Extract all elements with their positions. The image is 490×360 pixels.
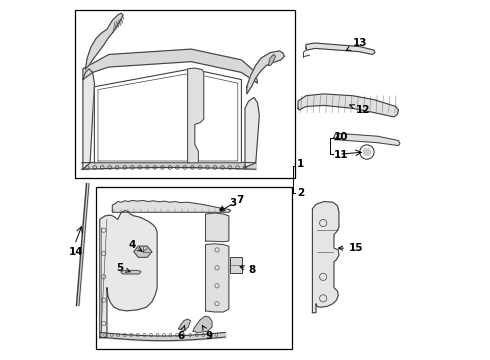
Bar: [230, 257, 243, 273]
Text: 8: 8: [240, 265, 256, 275]
Polygon shape: [306, 43, 375, 54]
Polygon shape: [85, 13, 123, 69]
Text: 7: 7: [220, 195, 244, 211]
Polygon shape: [100, 211, 157, 338]
Text: 9: 9: [202, 326, 213, 341]
Polygon shape: [269, 54, 275, 65]
Text: 3: 3: [220, 198, 236, 210]
Polygon shape: [179, 319, 191, 330]
Text: 2: 2: [297, 188, 304, 198]
Polygon shape: [193, 316, 212, 332]
Polygon shape: [205, 244, 229, 312]
Text: 1: 1: [297, 159, 304, 169]
Polygon shape: [188, 68, 204, 163]
Polygon shape: [245, 98, 259, 167]
Text: 6: 6: [177, 326, 185, 341]
Text: 13: 13: [346, 38, 367, 50]
Polygon shape: [83, 69, 95, 169]
Polygon shape: [247, 51, 285, 94]
Text: 4: 4: [128, 239, 142, 251]
Polygon shape: [313, 202, 339, 313]
Polygon shape: [122, 270, 141, 274]
Polygon shape: [112, 201, 231, 212]
Circle shape: [363, 148, 371, 156]
Text: 12: 12: [350, 105, 370, 115]
Polygon shape: [134, 246, 152, 257]
Polygon shape: [205, 213, 229, 242]
Polygon shape: [95, 69, 242, 163]
Text: 5: 5: [117, 263, 130, 273]
Bar: [96, 187, 292, 348]
Polygon shape: [83, 49, 258, 83]
Text: 11: 11: [334, 150, 348, 160]
Polygon shape: [76, 184, 89, 306]
Polygon shape: [298, 94, 398, 117]
Polygon shape: [334, 134, 400, 145]
Text: 10: 10: [334, 132, 348, 142]
Text: 15: 15: [339, 243, 364, 253]
Bar: [74, 10, 295, 178]
Text: 14: 14: [69, 247, 84, 257]
